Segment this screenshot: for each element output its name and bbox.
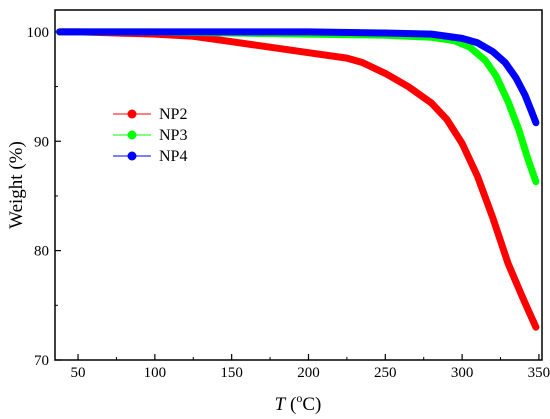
x-axis-title-degree: o (296, 391, 302, 405)
legend-label-np3: NP3 (159, 127, 187, 144)
series-line-np4 (56, 28, 540, 127)
x-tick-label: 50 (71, 365, 86, 381)
x-axis-title-variable: T (275, 394, 287, 415)
x-tick-label: 200 (297, 365, 320, 381)
legend-marker-np2 (127, 109, 137, 119)
y-tick-label: 100 (27, 25, 50, 41)
x-tick-label: 350 (528, 365, 550, 381)
x-tick-label: 300 (451, 365, 474, 381)
y-tick-label: 70 (34, 353, 49, 369)
y-axis-ticks: 70 80 90 100 (27, 25, 61, 369)
x-axis-title-unit: C) (302, 394, 321, 415)
x-axis-title: T (oC) (275, 391, 322, 415)
y-tick-label: 80 (34, 244, 49, 260)
legend-marker-np3 (127, 130, 137, 140)
legend-marker-np4 (127, 151, 137, 161)
legend-label-np2: NP2 (159, 106, 187, 123)
x-axis-title-open: ( (285, 394, 296, 415)
x-tick-label: 100 (144, 365, 167, 381)
series-line-np2 (56, 28, 540, 331)
x-tick-label: 250 (374, 365, 397, 381)
plot-frame (54, 9, 543, 361)
series-layer (56, 28, 540, 331)
x-axis-ticks: 50 100 150 200 250 300 350 (71, 354, 550, 381)
x-tick-label: 150 (220, 365, 243, 381)
y-axis-title: Weight (%) (6, 141, 27, 229)
legend: NP2 NP3 NP4 (113, 106, 187, 165)
y-tick-label: 90 (34, 134, 49, 150)
legend-label-np4: NP4 (159, 148, 187, 165)
